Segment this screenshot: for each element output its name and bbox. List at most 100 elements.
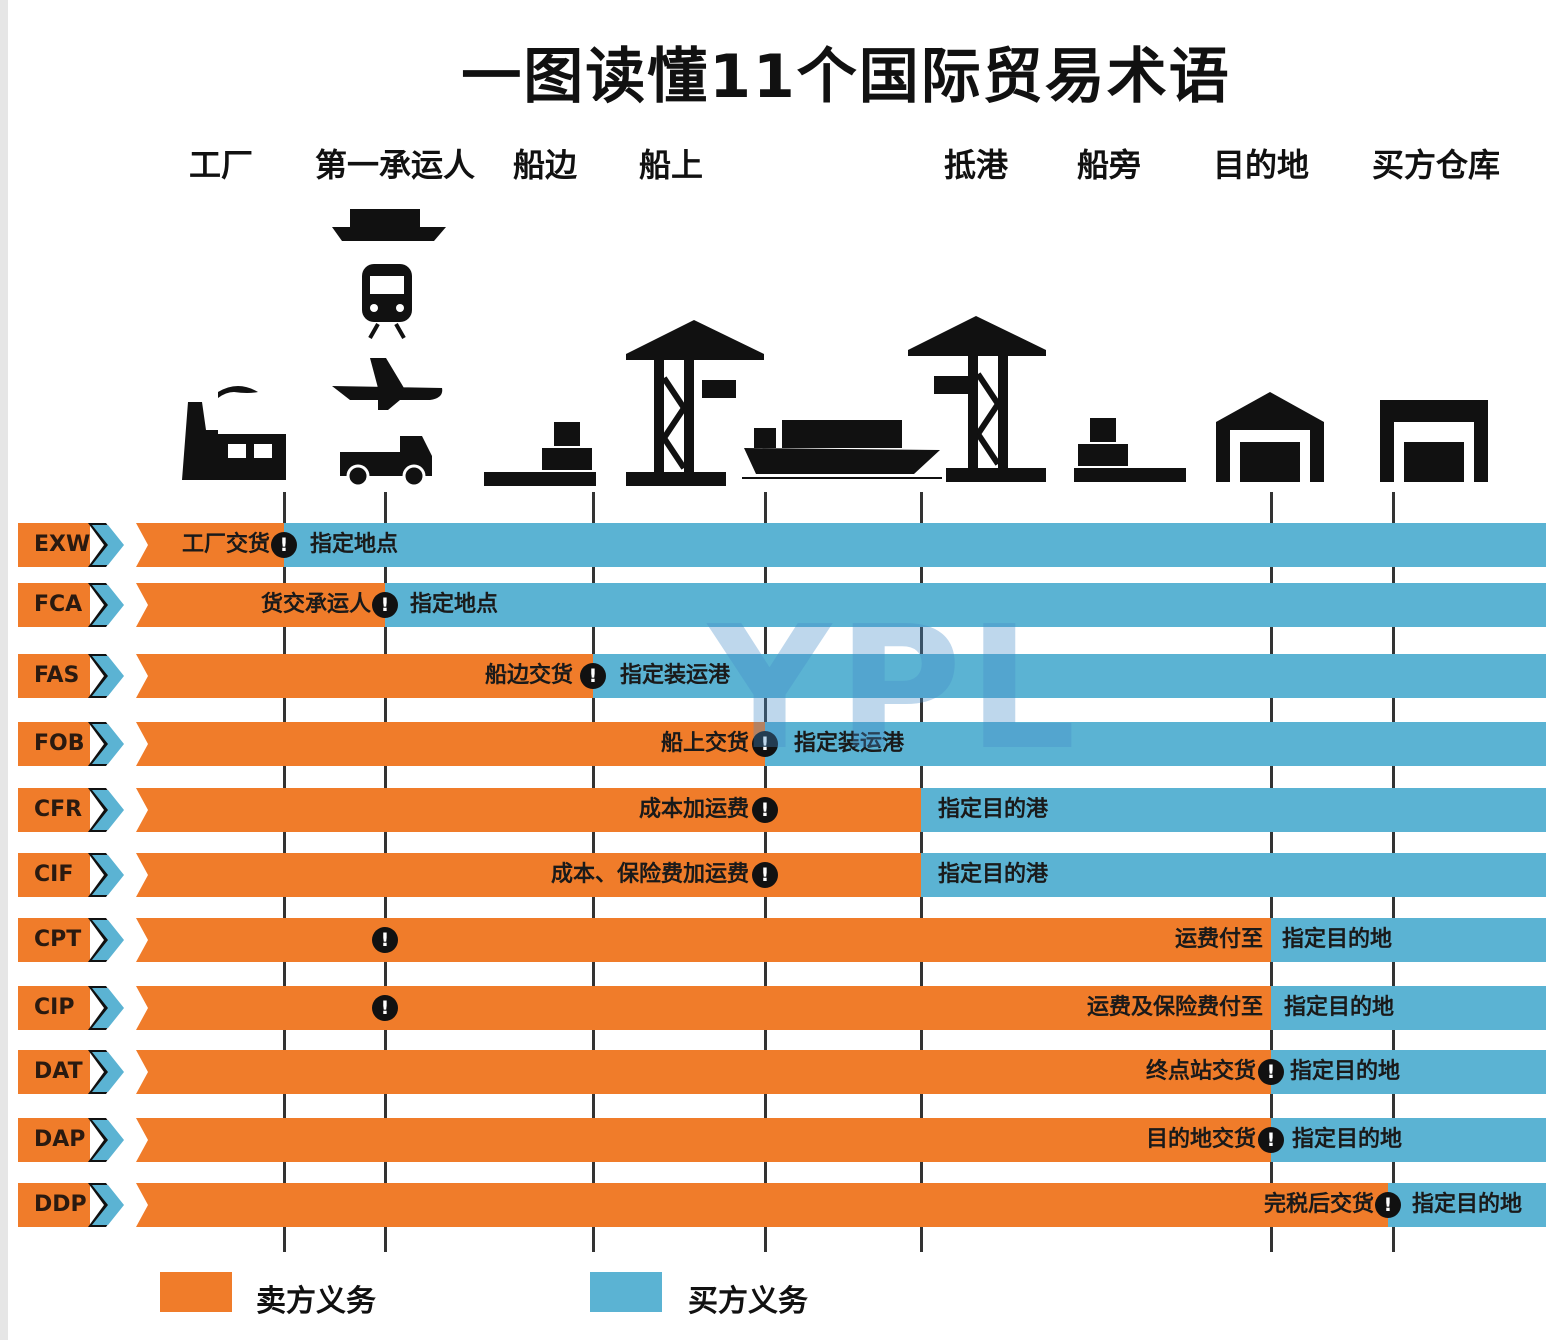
risk-transfer-icon: ! (752, 731, 778, 757)
location-first-carrier: 第一承运人 (314, 146, 476, 184)
chevron-right-icon (88, 1118, 124, 1162)
cargo-icon (1074, 418, 1186, 482)
term-code: CPT (18, 918, 90, 962)
chevron-right-icon (88, 1183, 124, 1227)
seller-obligation-bar (136, 853, 921, 897)
buyer-obligation-bar (1388, 1183, 1546, 1227)
risk-transfer-icon: ! (1258, 1059, 1284, 1085)
risk-transfer-icon: ! (752, 797, 778, 823)
location-factory: 工厂 (188, 146, 254, 184)
term-code: FOB (18, 722, 90, 766)
seller-obligation-bar (136, 654, 593, 698)
term-row-fas: FAS 船边交货 ! 指定装运港 (8, 654, 1546, 698)
seller-obligation-bar (136, 583, 385, 627)
seller-obligation-bar (136, 986, 1271, 1030)
truck-icon (340, 436, 432, 488)
buyer-label: 指定目的地 (1282, 927, 1393, 952)
term-code: FCA (18, 583, 90, 627)
train-icon (362, 264, 412, 339)
watermark-logo: YPL (708, 590, 1083, 788)
buyer-label: 指定目的地 (1284, 995, 1395, 1020)
page-title: 一图读懂11个国际贸易术语 (461, 42, 1231, 112)
legend-seller-swatch (160, 1272, 232, 1312)
term-row-dat: DAT 终点站交货 ! 指定目的地 (8, 1050, 1546, 1094)
factory-icon (182, 386, 286, 480)
chevron-right-icon (88, 1050, 124, 1094)
legend-buyer-label: 买方义务 (688, 1284, 808, 1319)
risk-transfer-icon: ! (580, 663, 606, 689)
chevron-right-icon (88, 918, 124, 962)
risk-transfer-icon: ! (1258, 1127, 1284, 1153)
buyer-obligation-bar (284, 523, 1546, 567)
seller-obligation-bar (136, 1118, 1271, 1162)
term-row-fob: FOB 船上交货 ! 指定装运港 (8, 722, 1546, 766)
chevron-right-icon (88, 722, 124, 766)
location-buyer-warehouse: 买方仓库 (1371, 146, 1501, 184)
legend-buyer-swatch (590, 1272, 662, 1312)
chevron-right-icon (88, 583, 124, 627)
term-code: DAP (18, 1118, 90, 1162)
buyer-obligation-bar (1271, 1118, 1546, 1162)
buyer-obligation-bar (921, 853, 1546, 897)
term-code: CFR (18, 788, 90, 832)
seller-label: 运费及保险费付至 (1086, 995, 1263, 1020)
term-row-cpt: CPT 运费付至 ! 指定目的地 (8, 918, 1546, 962)
term-row-dap: DAP 目的地交货 ! 指定目的地 (8, 1118, 1546, 1162)
buyer-obligation-bar (1271, 1050, 1546, 1094)
seller-label: 终点站交货 (1145, 1059, 1256, 1084)
warehouse-icon (1216, 392, 1324, 482)
chevron-right-icon (88, 986, 124, 1030)
seller-obligation-bar (136, 523, 284, 567)
seller-obligation-bar (136, 788, 921, 832)
seller-label: 成本加运费 (638, 797, 749, 822)
buyer-label: 指定装运港 (794, 731, 905, 756)
buyer-label: 指定地点 (310, 532, 399, 557)
term-row-cif: CIF 成本、保险费加运费 ! 指定目的港 (8, 853, 1546, 897)
seller-obligation-bar (136, 918, 1271, 962)
ship-icon (332, 209, 446, 241)
buyer-obligation-bar (921, 788, 1546, 832)
buyer-label: 指定地点 (410, 592, 499, 617)
location-arrival-port: 抵港 (943, 146, 1009, 184)
warehouse-icon (1380, 400, 1488, 482)
seller-obligation-bar (136, 1050, 1271, 1094)
buyer-label: 指定目的地 (1412, 1192, 1523, 1217)
legend-seller-label: 卖方义务 (256, 1284, 376, 1319)
risk-transfer-icon: ! (372, 927, 398, 953)
location-alongside-ship: 船边 (512, 146, 578, 184)
risk-transfer-icon: ! (752, 862, 778, 888)
cargo-ship-icon (742, 420, 942, 479)
seller-label: 船上交货 (660, 731, 749, 756)
risk-transfer-icon: ! (372, 592, 398, 618)
buyer-obligation-bar (385, 583, 1546, 627)
cargo-icon (484, 422, 596, 486)
term-code: DAT (18, 1050, 90, 1094)
crane-icon (908, 316, 1046, 482)
buyer-obligation-bar (765, 722, 1546, 766)
seller-label: 运费付至 (1174, 927, 1263, 952)
chevron-right-icon (88, 853, 124, 897)
chevron-right-icon (88, 523, 124, 567)
buyer-label: 指定目的港 (938, 797, 1049, 822)
buyer-label: 指定目的地 (1290, 1059, 1401, 1084)
crane-icon (626, 320, 764, 486)
term-code: CIP (18, 986, 90, 1030)
buyer-obligation-bar (1271, 918, 1546, 962)
chevron-right-icon (88, 788, 124, 832)
location-on-board: 船上 (638, 146, 704, 184)
seller-obligation-bar (136, 722, 765, 766)
seller-label: 工厂交货 (181, 532, 270, 557)
buyer-obligation-bar (593, 654, 1546, 698)
term-row-fca: FCA 货交承运人 ! 指定地点 (8, 583, 1546, 627)
buyer-obligation-bar (1271, 986, 1546, 1030)
term-code: EXW (18, 523, 90, 567)
seller-label: 成本、保险费加运费 (550, 862, 749, 887)
buyer-label: 指定目的港 (938, 862, 1049, 887)
buyer-label: 指定装运港 (620, 663, 731, 688)
plane-icon (332, 358, 443, 410)
term-code: FAS (18, 654, 90, 698)
term-code: DDP (18, 1183, 90, 1227)
seller-obligation-bar (136, 1183, 1388, 1227)
risk-transfer-icon: ! (1375, 1192, 1401, 1218)
